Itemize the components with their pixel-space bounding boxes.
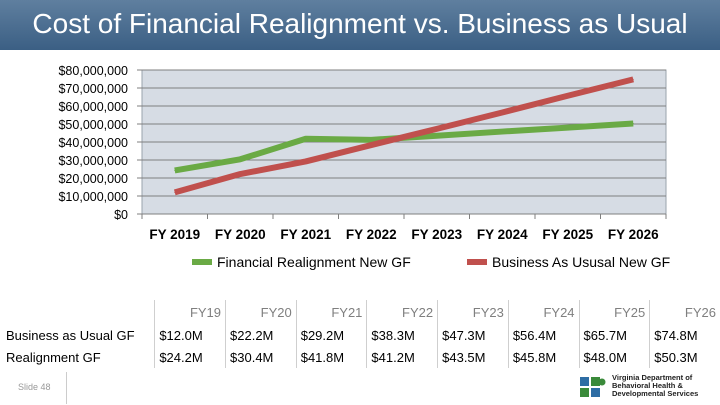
table-header-cell: FY26	[684, 304, 716, 320]
table-header-cell: FY20	[225, 300, 297, 324]
row-label: Business as Usual GF	[6, 324, 156, 346]
y-tick-label: $70,000,000	[58, 82, 128, 96]
table-cell: $48.0M	[579, 346, 651, 368]
table-cell: $29.2M	[296, 324, 368, 346]
x-tick-label: FY 2023	[411, 227, 462, 242]
table-cell: $65.7M	[579, 324, 651, 346]
table-row-business-as-usual: Business as Usual GF $12.0M $22.2M $29.2…	[6, 324, 720, 346]
dbhds-logo-text: Virginia Department of Behavioral Health…	[612, 373, 699, 399]
y-tick-label: $50,000,000	[58, 118, 128, 132]
x-tick-label: FY 2024	[477, 227, 528, 242]
legend-label-realignment: Financial Realignment New GF	[217, 254, 411, 270]
chart-legend: Financial Realignment New GF Business As…	[0, 254, 720, 274]
data-point	[370, 144, 372, 146]
x-tick-label: FY 2020	[215, 227, 266, 242]
dbhds-logo: Virginia Department of Behavioral Health…	[578, 372, 718, 405]
x-tick-label: FY 2019	[149, 227, 200, 242]
table-cell: $24.2M	[154, 346, 227, 368]
data-point	[239, 173, 241, 175]
y-tick-label: $0	[114, 208, 128, 222]
table-row-realignment: Realignment GF $24.2M $30.4M $41.8M $41.…	[6, 346, 720, 368]
table-cell: $41.8M	[296, 346, 368, 368]
table-header-cell: FY25	[579, 300, 651, 324]
table-cell: $43.5M	[437, 346, 509, 368]
data-point	[501, 131, 503, 133]
footer-divider	[66, 372, 67, 404]
table-cell: $30.4M	[225, 346, 297, 368]
y-tick-label: $80,000,000	[58, 64, 128, 78]
data-point	[567, 127, 569, 129]
data-point	[239, 158, 241, 160]
data-point	[567, 95, 569, 97]
slide-title: Cost of Financial Realignment vs. Busine…	[32, 8, 688, 39]
data-point	[174, 191, 176, 193]
logo-line-1: Virginia Department of	[612, 373, 693, 382]
table-cell: $12.0M	[154, 324, 227, 346]
table-cell: $41.2M	[366, 346, 439, 368]
table-cell: $74.8M	[654, 327, 698, 343]
x-tick-label: FY 2022	[346, 227, 397, 242]
data-table: FY19 FY20 FY21 FY22 FY23 FY24 FY25 FY26 …	[6, 300, 720, 368]
table-cell: $50.3M	[654, 349, 698, 365]
data-point	[370, 139, 372, 141]
table-header-cell: FY21	[296, 300, 368, 324]
table-header-cell: FY19	[154, 300, 227, 324]
legend-swatch-realignment	[192, 259, 212, 265]
table-cell: $45.8M	[508, 346, 580, 368]
y-tick-label: $60,000,000	[58, 100, 128, 114]
dbhds-logo-icon	[580, 377, 606, 397]
x-tick-label: FY 2025	[542, 227, 593, 242]
data-point	[501, 111, 503, 113]
y-tick-label: $30,000,000	[58, 154, 128, 168]
series-line-business	[173, 76, 634, 196]
logo-line-2: Behavioral Health &	[612, 381, 683, 391]
table-header-cell: FY24	[508, 300, 580, 324]
data-point	[305, 138, 307, 140]
title-bar: Cost of Financial Realignment vs. Busine…	[0, 0, 720, 50]
row-label: Realignment GF	[6, 346, 156, 368]
table-corner	[6, 300, 156, 324]
data-point	[305, 160, 307, 162]
table-cell: $47.3M	[437, 324, 509, 346]
legend-item-realignment: Financial Realignment New GF	[192, 254, 411, 270]
y-tick-label: $10,000,000	[58, 190, 128, 204]
table-header-cell: FY23	[437, 300, 509, 324]
table-cell: $22.2M	[225, 324, 297, 346]
table-header-cell: FY22	[366, 300, 439, 324]
slide-number: Slide 48	[18, 382, 51, 392]
legend-item-business: Business As Ususal New GF	[467, 254, 670, 270]
data-point	[632, 122, 634, 124]
line-chart: $80,000,000 $70,000,000 $60,000,000 $50,000…	[58, 64, 667, 242]
data-point	[436, 128, 438, 130]
x-tick-label: FY 2026	[608, 227, 659, 242]
y-tick-label: $20,000,000	[58, 172, 128, 186]
y-tick-label: $40,000,000	[58, 136, 128, 150]
data-point	[632, 78, 634, 80]
table-header-row: FY19 FY20 FY21 FY22 FY23 FY24 FY25 FY26	[6, 300, 720, 324]
table-cell: $56.4M	[508, 324, 580, 346]
legend-swatch-business	[467, 259, 487, 265]
x-tick-label: FY 2021	[280, 227, 331, 242]
data-point	[174, 169, 176, 171]
data-point	[436, 135, 438, 137]
logo-line-3: Developmental Services	[612, 389, 699, 399]
legend-label-business: Business As Ususal New GF	[492, 254, 671, 270]
table-cell: $38.3M	[366, 324, 439, 346]
